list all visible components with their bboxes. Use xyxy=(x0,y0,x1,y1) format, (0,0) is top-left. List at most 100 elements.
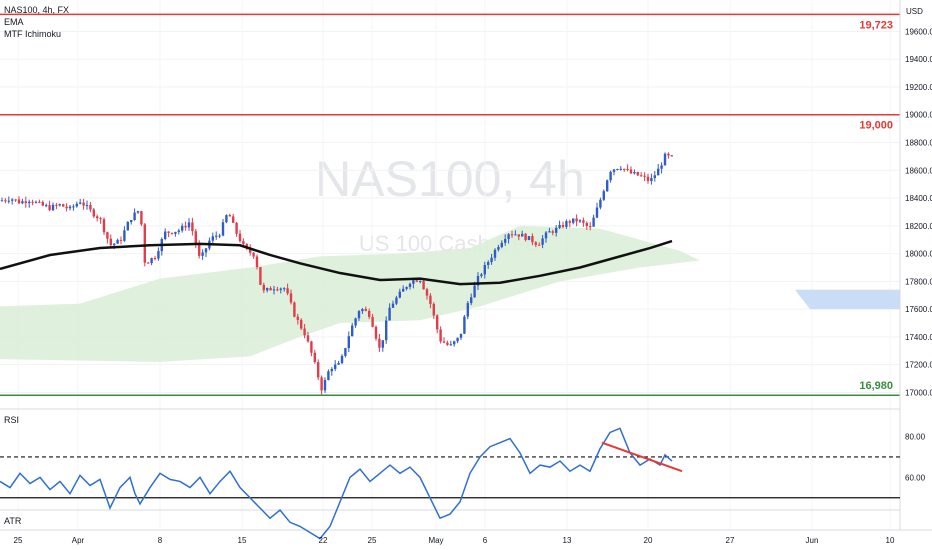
candle-body xyxy=(422,281,425,290)
candle-body xyxy=(262,284,265,291)
candle-body xyxy=(48,205,51,211)
candle-body xyxy=(527,236,531,241)
candle-body xyxy=(252,252,255,257)
candle-body xyxy=(187,222,191,228)
watermark-title: NAS100, 4h xyxy=(315,151,585,207)
candle-body xyxy=(568,221,571,223)
candle-body xyxy=(340,355,344,364)
price-tick-label: 18600.00 xyxy=(905,166,932,175)
candle-body xyxy=(232,216,235,223)
candle-body xyxy=(378,338,381,348)
time-tick-label: 15 xyxy=(238,536,247,545)
candle-body xyxy=(181,225,184,231)
candle-body xyxy=(276,289,279,291)
rsi-title: RSI xyxy=(4,415,19,425)
indicator-ema[interactable]: EMA xyxy=(4,17,24,27)
candle-body xyxy=(347,336,350,349)
candle-body xyxy=(289,293,293,303)
time-tick-label: 10 xyxy=(886,536,895,545)
candle-body xyxy=(21,201,24,204)
indicator-ichimoku[interactable]: MTF Ichimoku xyxy=(4,29,62,39)
candle-body xyxy=(92,209,95,217)
candle-body xyxy=(266,288,269,291)
candle-body xyxy=(317,362,320,378)
candle-body xyxy=(330,368,333,372)
candle-body xyxy=(504,239,507,243)
candle-body xyxy=(157,251,160,259)
candle-body xyxy=(589,226,592,228)
candle-body xyxy=(616,169,619,171)
atr-title: ATR xyxy=(4,516,22,526)
candle-body xyxy=(198,244,201,256)
ichimoku-kumo xyxy=(0,225,700,362)
price-tick-label: 19400.00 xyxy=(905,55,932,64)
candle-body xyxy=(626,168,629,170)
price-tick-label: 17400.00 xyxy=(905,333,932,342)
rsi-tick-label: 60.00 xyxy=(905,473,926,482)
symbol-line[interactable]: NAS100, 4h, FX xyxy=(4,5,70,15)
candle-body xyxy=(660,165,663,169)
time-tick-label: Jun xyxy=(806,536,819,545)
candle-body xyxy=(541,238,544,245)
candle-body xyxy=(609,171,612,181)
candle-body xyxy=(425,289,429,296)
price-tick-label: 19600.00 xyxy=(905,27,932,36)
price-tick-label: 18400.00 xyxy=(905,194,932,203)
ichimoku-cloud xyxy=(0,225,900,362)
candle-body xyxy=(150,258,153,264)
candle-body xyxy=(412,280,415,284)
candle-body xyxy=(310,341,313,353)
candle-body xyxy=(272,289,276,291)
time-tick-label: 20 xyxy=(644,536,653,545)
candle-body xyxy=(14,199,17,201)
candle-body xyxy=(487,262,490,266)
candle-body xyxy=(24,201,27,204)
candle-body xyxy=(599,199,602,208)
candle-body xyxy=(381,340,384,348)
candle-body xyxy=(109,238,112,246)
candle-body xyxy=(663,153,667,166)
candle-body xyxy=(191,222,194,232)
candle-body xyxy=(354,318,357,326)
level-label: 19,000 xyxy=(859,120,893,132)
candle-body xyxy=(45,205,48,207)
candle-body xyxy=(215,235,218,237)
candle-body xyxy=(96,216,99,219)
candle-body xyxy=(578,220,582,222)
candle-body xyxy=(517,234,520,237)
price-tick-label: 17600.00 xyxy=(905,305,932,314)
candle-body xyxy=(89,205,92,210)
candle-body xyxy=(136,211,140,213)
candle-body xyxy=(429,295,432,304)
price-tick-label: 19200.00 xyxy=(905,83,932,92)
price-tick-label: 17800.00 xyxy=(905,277,932,286)
candle-body xyxy=(68,206,72,209)
candle-body xyxy=(184,225,187,228)
candle-body xyxy=(459,333,463,338)
candle-body xyxy=(646,176,650,182)
candle-body xyxy=(558,224,561,228)
candle-body xyxy=(119,239,123,241)
time-axis[interactable]: 25 Apr 8 15 22 25 May 6 13 20 27 Jun 10 xyxy=(14,536,895,545)
candle-body xyxy=(259,267,262,285)
candle-body xyxy=(174,231,177,234)
level-label: 19,723 xyxy=(859,19,893,31)
candle-body xyxy=(38,201,41,203)
price-axis[interactable]: 19600.00 19400.00 19200.00 19000.00 18800.00… xyxy=(905,27,932,482)
candle-body xyxy=(279,288,282,290)
ichimoku-future-kumo xyxy=(715,289,900,310)
candle-body xyxy=(116,239,119,244)
candle-body xyxy=(374,326,378,339)
candle-body xyxy=(296,316,299,320)
candle-body xyxy=(585,222,588,227)
candle-body xyxy=(147,262,150,264)
candle-body xyxy=(123,230,126,241)
candle-body xyxy=(140,211,143,225)
candle-body xyxy=(357,311,361,319)
candle-body xyxy=(286,288,289,294)
candle-body xyxy=(561,224,565,227)
candle-body xyxy=(657,168,660,176)
chart-legend: NAS100, 4h, FX EMA MTF Ichimoku xyxy=(4,4,69,40)
candle-body xyxy=(402,288,405,292)
